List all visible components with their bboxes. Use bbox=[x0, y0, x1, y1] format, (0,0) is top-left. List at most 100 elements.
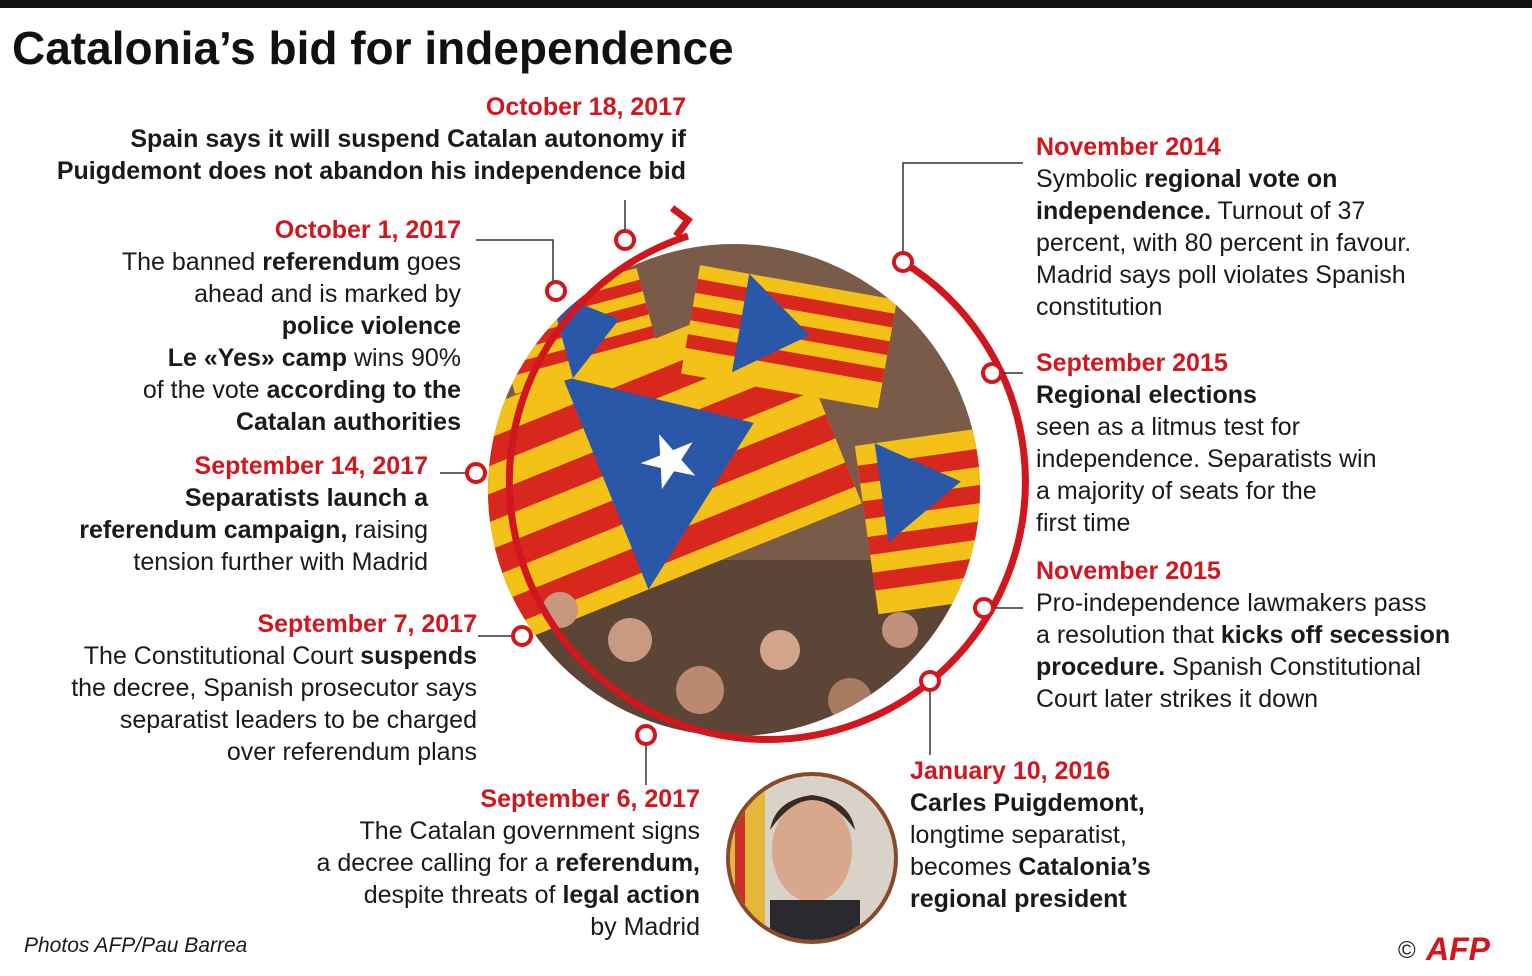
event: October 1, 2017 The banned referendum goe… bbox=[122, 216, 462, 436]
top-bar bbox=[0, 0, 1532, 8]
event: January 10, 2016 Carles Puigdemont, longti… bbox=[910, 757, 1151, 913]
text-run: Spanish Constitutional bbox=[1165, 653, 1421, 681]
event-line: Regional elections bbox=[1036, 381, 1257, 409]
event-date: November 2014 bbox=[1036, 133, 1221, 161]
text-run: the decree, Spanish prosecutor says bbox=[71, 674, 477, 702]
text-run: over referendum plans bbox=[227, 738, 477, 766]
text-run: referendum bbox=[262, 248, 400, 276]
event-line: a majority of seats for the bbox=[1036, 477, 1317, 505]
event-line: police violence bbox=[282, 312, 461, 340]
text-run: regional vote on bbox=[1144, 165, 1337, 193]
text-run: Catalonia’s bbox=[1018, 853, 1150, 881]
event-line: Carles Puigdemont, bbox=[910, 789, 1145, 817]
event-date: January 10, 2016 bbox=[910, 757, 1110, 785]
text-run: according to the bbox=[267, 376, 462, 404]
event-line: a decree calling for a referendum, bbox=[316, 849, 700, 877]
text-run: tension further with Madrid bbox=[133, 548, 428, 576]
portrait-photo bbox=[726, 772, 898, 944]
text-run: police violence bbox=[282, 312, 461, 340]
text-run: suspends bbox=[360, 642, 477, 670]
event-line: the decree, Spanish prosecutor says bbox=[71, 674, 477, 702]
text-run: The Constitutional Court bbox=[84, 642, 361, 670]
event-line: Catalan authorities bbox=[236, 408, 461, 436]
event-line: becomes Catalonia’s bbox=[910, 853, 1151, 881]
text-run: referendum, bbox=[556, 849, 700, 877]
event-line: over referendum plans bbox=[227, 738, 477, 766]
event-date: September 6, 2017 bbox=[480, 785, 700, 813]
event-line: Puigdemont does not abandon his independ… bbox=[57, 157, 686, 185]
event-line: by Madrid bbox=[590, 913, 700, 941]
events: October 18, 2017 Spain says it will suspe… bbox=[57, 93, 1450, 941]
text-run: percent, with 80 percent in favour. bbox=[1036, 229, 1411, 257]
text-run: Spain says it will suspend Catalan auton… bbox=[130, 125, 686, 153]
text-run: regional president bbox=[910, 885, 1127, 913]
text-run: Catalan authorities bbox=[236, 408, 461, 436]
text-run: Symbolic bbox=[1036, 165, 1144, 193]
event-line: independence. Separatists win bbox=[1036, 445, 1377, 473]
event-line: The Constitutional Court suspends bbox=[84, 642, 477, 670]
event-line: tension further with Madrid bbox=[133, 548, 428, 576]
event: September 14, 2017 Separatists launch a re… bbox=[79, 452, 429, 576]
connectors bbox=[440, 162, 1023, 785]
text-run: wins 90% bbox=[347, 344, 461, 372]
event-line: independence. Turnout of 37 bbox=[1036, 197, 1365, 225]
afp-logo: AFP bbox=[1425, 931, 1491, 967]
event-line: procedure. Spanish Constitutional bbox=[1036, 653, 1421, 681]
text-run: longtime separatist, bbox=[910, 821, 1127, 849]
event-line: ahead and is marked by bbox=[194, 280, 461, 308]
event-line: Court later strikes it down bbox=[1036, 685, 1318, 713]
event-date: November 2015 bbox=[1036, 557, 1221, 585]
text-run: Pro-independence lawmakers pass bbox=[1036, 589, 1427, 617]
text-run: a majority of seats for the bbox=[1036, 477, 1317, 505]
text-run: independence. Separatists win bbox=[1036, 445, 1377, 473]
event: September 2015 Regional elections seen as … bbox=[1036, 349, 1377, 537]
event-line: Pro-independence lawmakers pass bbox=[1036, 589, 1427, 617]
event-line: a resolution that kicks off secession bbox=[1036, 621, 1450, 649]
text-run: legal action bbox=[562, 881, 700, 909]
event-line: longtime separatist, bbox=[910, 821, 1127, 849]
event: September 7, 2017 The Constitutional Cour… bbox=[71, 610, 477, 766]
text-run: of the vote bbox=[143, 376, 267, 404]
event-line: Le «Yes» camp wins 90% bbox=[168, 344, 461, 372]
text-run: first time bbox=[1036, 509, 1130, 537]
text-run: kicks off secession bbox=[1221, 621, 1450, 649]
text-run: Madrid says poll violates Spanish bbox=[1036, 261, 1406, 289]
text-run: despite threats of bbox=[364, 881, 563, 909]
event-line: of the vote according to the bbox=[143, 376, 461, 404]
event-line: The banned referendum goes bbox=[122, 248, 461, 276]
text-run: The Catalan government signs bbox=[360, 817, 700, 845]
text-run: ahead and is marked by bbox=[194, 280, 461, 308]
text-run: a resolution that bbox=[1036, 621, 1221, 649]
timeline-ring bbox=[505, 232, 1029, 743]
text-run: Carles Puigdemont, bbox=[910, 789, 1145, 817]
text-run: becomes bbox=[910, 853, 1018, 881]
text-run: procedure. bbox=[1036, 653, 1165, 681]
text-run: Separatists launch a bbox=[185, 484, 429, 512]
event-line: Madrid says poll violates Spanish bbox=[1036, 261, 1406, 289]
crowd-photo bbox=[488, 244, 980, 736]
title: Catalonia’s bid for independence bbox=[12, 22, 734, 74]
event-line: percent, with 80 percent in favour. bbox=[1036, 229, 1411, 257]
event-line: despite threats of legal action bbox=[364, 881, 700, 909]
text-run: separatist leaders to be charged bbox=[120, 706, 477, 734]
text-run: referendum campaign, bbox=[79, 516, 347, 544]
event: November 2015 Pro-independence lawmakers … bbox=[1036, 557, 1450, 713]
event-date: October 1, 2017 bbox=[275, 216, 461, 244]
text-run: Regional elections bbox=[1036, 381, 1257, 409]
text-run: constitution bbox=[1036, 293, 1162, 321]
text-run: Turnout of 37 bbox=[1211, 197, 1365, 225]
event-line: Spain says it will suspend Catalan auton… bbox=[130, 125, 686, 153]
event-date: September 14, 2017 bbox=[195, 452, 428, 480]
event-line: constitution bbox=[1036, 293, 1162, 321]
event: October 18, 2017 Spain says it will suspe… bbox=[57, 93, 687, 185]
text-run: goes bbox=[400, 248, 461, 276]
event-line: seen as a litmus test for bbox=[1036, 413, 1300, 441]
text-run: raising bbox=[347, 516, 428, 544]
text-run: The banned bbox=[122, 248, 262, 276]
copyright: © bbox=[1398, 937, 1416, 964]
event-date: September 2015 bbox=[1036, 349, 1228, 377]
event-date: September 7, 2017 bbox=[257, 610, 477, 638]
event-line: The Catalan government signs bbox=[360, 817, 700, 845]
timeline-arrow bbox=[669, 205, 693, 239]
